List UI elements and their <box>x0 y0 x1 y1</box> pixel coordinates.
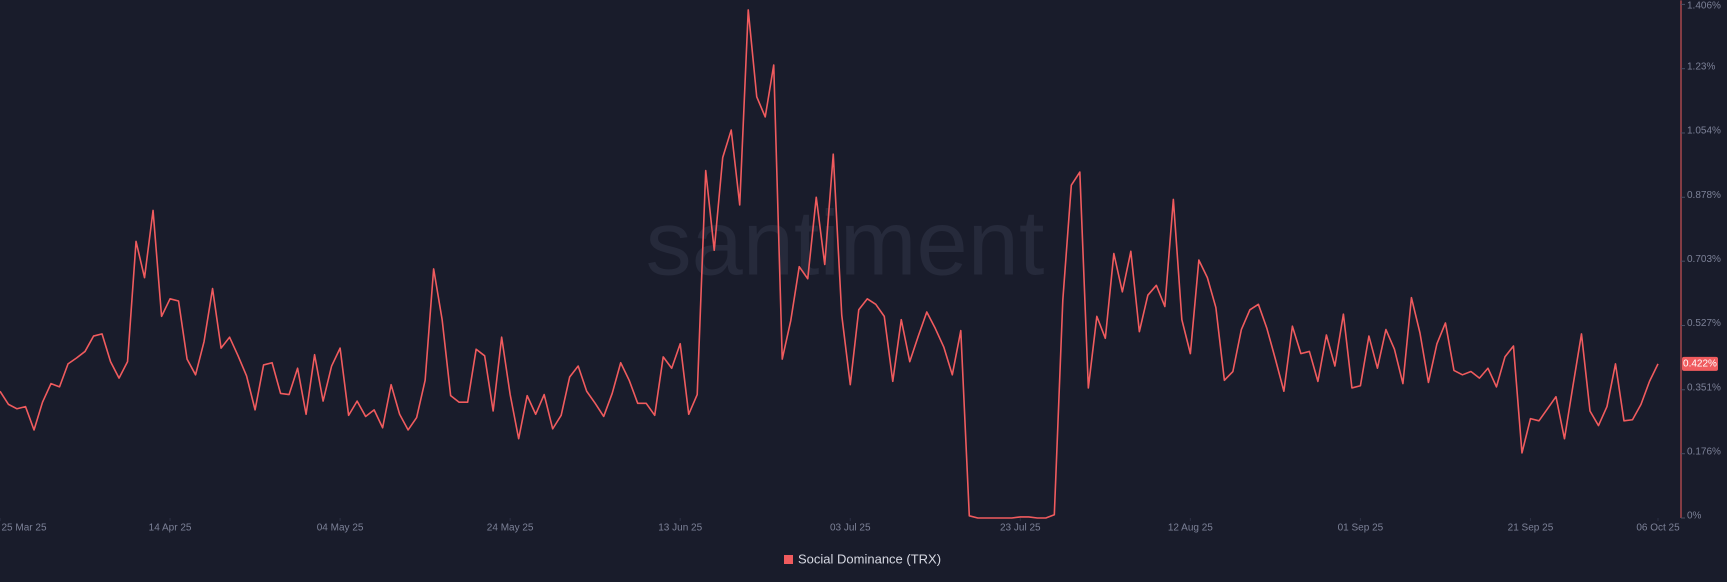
y-tick-label: 0% <box>1687 511 1702 522</box>
y-tick-label: 0.527% <box>1687 318 1721 329</box>
legend-label: Social Dominance (TRX) <box>798 551 941 566</box>
legend-swatch <box>784 555 793 564</box>
x-tick-label: 14 Apr 25 <box>149 523 192 534</box>
x-tick-label: 12 Aug 25 <box>1168 523 1213 534</box>
current-value-label: 0.422% <box>1683 358 1717 369</box>
x-tick-label: 25 Mar 25 <box>1 523 46 534</box>
y-tick-label: 0.176% <box>1687 446 1721 457</box>
x-tick-label: 13 Jun 25 <box>658 523 702 534</box>
x-tick-label: 21 Sep 25 <box>1508 523 1554 534</box>
x-tick-label: 04 May 25 <box>317 523 364 534</box>
x-tick-label: 06 Oct 25 <box>1636 523 1680 534</box>
y-tick-label: 1.406% <box>1687 1 1721 12</box>
x-tick-label: 03 Jul 25 <box>830 523 871 534</box>
y-tick-label: 0.351% <box>1687 382 1721 393</box>
data-line <box>0 9 1659 519</box>
legend: Social Dominance (TRX) <box>784 551 941 566</box>
x-tick-label: 23 Jul 25 <box>1000 523 1041 534</box>
current-value-box <box>1682 356 1718 371</box>
y-tick-label: 1.23% <box>1687 61 1715 72</box>
x-tick-label: 24 May 25 <box>487 523 534 534</box>
x-tick-label: 01 Sep 25 <box>1338 523 1384 534</box>
y-tick-label: 1.054% <box>1687 126 1721 137</box>
y-tick-label: 0.703% <box>1687 254 1721 265</box>
watermark: santiment <box>646 192 1045 294</box>
y-tick-label: 0.878% <box>1687 190 1721 201</box>
